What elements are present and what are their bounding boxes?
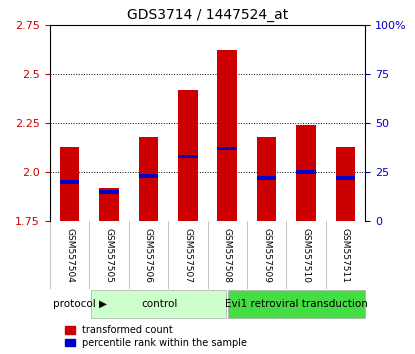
Text: GSM557510: GSM557510	[302, 228, 310, 282]
Bar	[60, 147, 79, 221]
Bar	[257, 176, 276, 180]
Bar	[217, 147, 237, 150]
Bar	[60, 180, 79, 184]
Text: protocol ▶: protocol ▶	[53, 299, 107, 309]
Text: GSM557507: GSM557507	[183, 228, 192, 282]
Title: GDS3714 / 1447524_at: GDS3714 / 1447524_at	[127, 8, 288, 22]
Bar	[257, 137, 276, 221]
Text: Evi1 retroviral transduction: Evi1 retroviral transduction	[225, 299, 368, 309]
Bar	[178, 155, 198, 158]
Bar	[296, 170, 316, 174]
Bar	[336, 147, 355, 221]
Bar	[139, 137, 158, 221]
Bar	[217, 50, 237, 221]
Bar	[139, 174, 158, 178]
Bar	[296, 125, 316, 221]
Bar	[178, 90, 198, 221]
FancyBboxPatch shape	[91, 290, 227, 318]
Bar	[99, 190, 119, 194]
Bar	[99, 188, 119, 221]
Text: GSM557506: GSM557506	[144, 228, 153, 282]
Text: GSM557511: GSM557511	[341, 228, 350, 282]
Legend: transformed count, percentile rank within the sample: transformed count, percentile rank withi…	[61, 321, 251, 352]
Text: GSM557505: GSM557505	[105, 228, 113, 282]
Text: GSM557504: GSM557504	[65, 228, 74, 282]
Text: GSM557508: GSM557508	[223, 228, 232, 282]
FancyBboxPatch shape	[228, 290, 365, 318]
Bar	[336, 176, 355, 180]
Text: control: control	[141, 299, 178, 309]
Text: GSM557509: GSM557509	[262, 228, 271, 282]
